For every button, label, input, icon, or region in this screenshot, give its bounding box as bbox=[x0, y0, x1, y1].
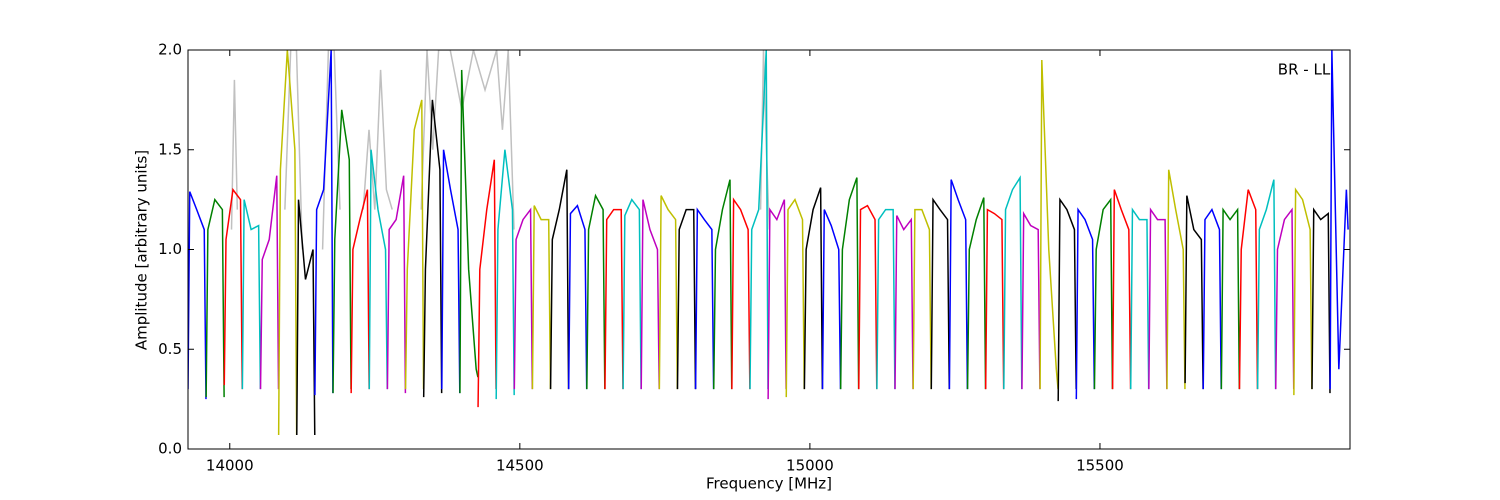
series-line bbox=[1093, 197, 1114, 390]
y-tick-label: 2.0 bbox=[158, 41, 182, 59]
series-line bbox=[1075, 207, 1096, 400]
series-line bbox=[839, 177, 860, 390]
x-axis-label: Frequency [MHz] bbox=[706, 475, 832, 493]
series-line bbox=[495, 149, 515, 400]
series-line bbox=[332, 109, 352, 394]
y-tick-label: 1.0 bbox=[158, 240, 182, 258]
series-line bbox=[1129, 207, 1150, 390]
series-line bbox=[604, 208, 624, 390]
series-line bbox=[1220, 207, 1241, 390]
series-line bbox=[966, 197, 987, 390]
series-line bbox=[1166, 169, 1186, 390]
series-line bbox=[622, 198, 642, 390]
series-line bbox=[1329, 50, 1349, 390]
series-line bbox=[586, 193, 606, 390]
x-tick-label: 14000 bbox=[206, 457, 254, 475]
series-line bbox=[368, 149, 389, 390]
series-line bbox=[1202, 208, 1222, 390]
series-line bbox=[658, 195, 679, 390]
x-tick-label: 15000 bbox=[786, 457, 834, 475]
series-line bbox=[549, 169, 570, 390]
series-line bbox=[1003, 175, 1023, 390]
series-line bbox=[731, 197, 751, 390]
series-line bbox=[188, 191, 207, 400]
series-line bbox=[531, 205, 552, 390]
series-line bbox=[1148, 207, 1168, 390]
series-line bbox=[694, 207, 715, 390]
series-line bbox=[930, 197, 951, 390]
series-line bbox=[1256, 179, 1277, 390]
series-line bbox=[712, 179, 733, 390]
series-line bbox=[876, 208, 896, 390]
series-line bbox=[567, 204, 588, 390]
series-line bbox=[441, 149, 461, 394]
series-line bbox=[459, 69, 479, 394]
series-line bbox=[912, 208, 932, 390]
series-line bbox=[1293, 187, 1313, 396]
series-line bbox=[984, 208, 1005, 390]
series-line bbox=[1184, 195, 1204, 390]
y-axis-label: Amplitude [arbitrary units] bbox=[133, 150, 151, 350]
series-line bbox=[948, 179, 969, 390]
series-line bbox=[785, 198, 805, 398]
series-line bbox=[296, 199, 316, 436]
y-tick-label: 0.5 bbox=[158, 340, 182, 358]
series-line bbox=[1111, 189, 1132, 390]
series-line bbox=[1238, 189, 1259, 390]
annotation: BR - LL bbox=[1278, 61, 1331, 79]
series-line bbox=[749, 50, 769, 390]
x-tick-label: 14500 bbox=[496, 457, 544, 475]
series-line bbox=[205, 197, 225, 398]
series-line bbox=[1311, 207, 1331, 394]
series-line bbox=[386, 175, 407, 394]
series-line bbox=[1021, 210, 1041, 390]
y-tick-label: 0.0 bbox=[158, 440, 182, 458]
series-line bbox=[223, 187, 243, 390]
series-line bbox=[241, 199, 262, 390]
series-line bbox=[676, 208, 697, 390]
series-line bbox=[640, 199, 660, 390]
series-line bbox=[858, 204, 878, 390]
series-line bbox=[404, 99, 425, 390]
series-line bbox=[513, 207, 534, 390]
series-line bbox=[422, 99, 443, 398]
series-line bbox=[1274, 207, 1295, 390]
series-line bbox=[1039, 59, 1059, 390]
series-line bbox=[821, 209, 842, 390]
series-line bbox=[277, 50, 298, 436]
series-line bbox=[314, 50, 334, 396]
series-line bbox=[477, 159, 497, 408]
series-line bbox=[259, 175, 280, 390]
x-tick-label: 15500 bbox=[1076, 457, 1124, 475]
y-tick-label: 1.5 bbox=[158, 140, 182, 158]
series-line bbox=[350, 189, 370, 394]
series-line bbox=[767, 199, 787, 400]
series-line bbox=[894, 215, 914, 390]
series-line bbox=[803, 187, 824, 390]
plot-area bbox=[188, 50, 1349, 436]
series-line bbox=[1057, 197, 1077, 402]
series-line bbox=[230, 50, 771, 250]
